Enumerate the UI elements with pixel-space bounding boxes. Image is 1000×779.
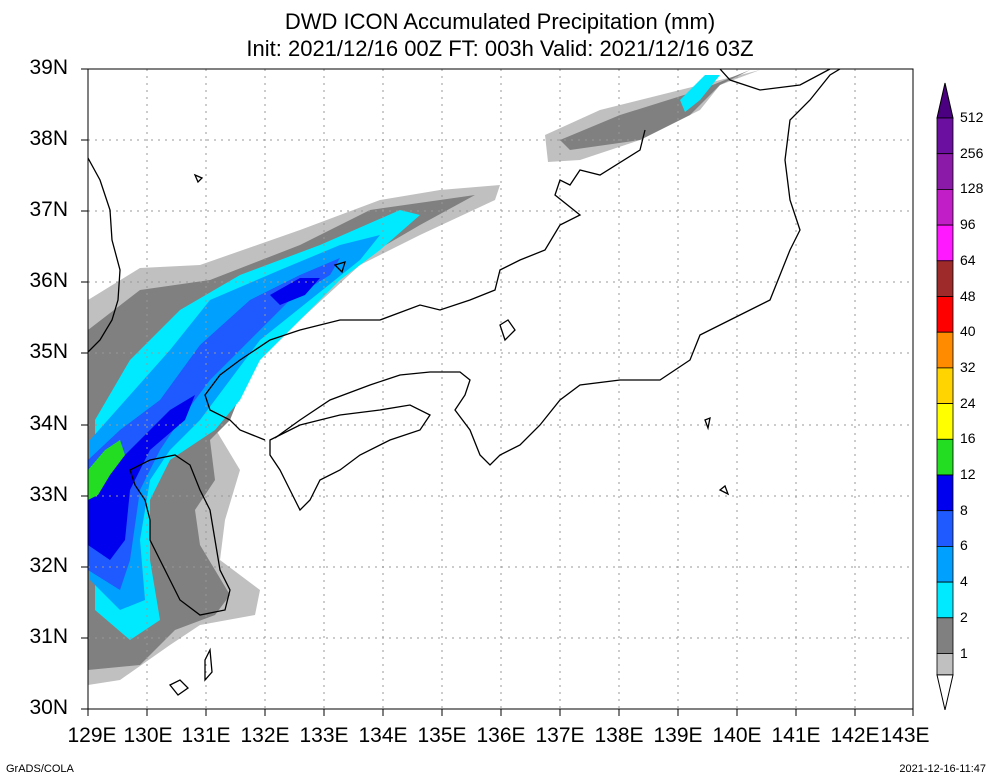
colorbar-swatch <box>936 653 954 676</box>
tick-marks <box>81 68 914 716</box>
colorbar-label: 128 <box>960 180 984 197</box>
y-tick-label: 36N <box>29 269 68 292</box>
colorbar-label: 16 <box>960 430 976 447</box>
x-tick-label: 139E <box>653 724 703 747</box>
colorbar-swatch <box>936 546 954 583</box>
precipitation-field <box>88 70 760 685</box>
x-tick-label: 143E <box>880 724 930 747</box>
honshu-coast <box>204 69 841 466</box>
y-tick-label: 31N <box>29 625 68 648</box>
y-tick-label: 35N <box>29 340 68 363</box>
y-tick-label: 38N <box>29 127 68 150</box>
x-tick-label: 129E <box>67 724 117 747</box>
precip-band-8mm <box>88 258 340 590</box>
x-tick-label: 138E <box>594 724 644 747</box>
colorbar-label: 4 <box>960 573 968 590</box>
colorbar-label: 48 <box>960 287 976 304</box>
y-tick-label: 32N <box>29 554 68 577</box>
colorbar <box>936 82 954 711</box>
x-tick-label: 142E <box>830 724 880 747</box>
colorbar-label: 8 <box>960 501 968 518</box>
colorbar-label: 64 <box>960 251 976 268</box>
x-tick-label: 134E <box>358 724 408 747</box>
colorbar-swatch <box>936 510 954 547</box>
footer-credit: GrADS/COLA <box>6 763 74 775</box>
colorbar-label: 24 <box>960 394 976 411</box>
colorbar-label: 256 <box>960 144 984 161</box>
islands <box>168 173 730 696</box>
precip-band-12mm-east <box>270 278 320 305</box>
colorbar-swatch <box>936 260 954 297</box>
colorbar-swatch <box>936 438 954 476</box>
colorbar-swatch <box>936 581 954 619</box>
x-tick-label: 136E <box>476 724 526 747</box>
x-tick-label: 133E <box>299 724 349 747</box>
colorbar-label: 512 <box>960 109 984 125</box>
colorbar-swatch <box>936 403 954 440</box>
colorbar-top-arrow <box>936 82 954 119</box>
x-tick-label: 130E <box>123 724 173 747</box>
x-tick-label: 132E <box>240 724 290 747</box>
x-tick-label: 140E <box>712 724 762 747</box>
korea-coast <box>88 157 121 353</box>
colorbar-swatch <box>936 474 954 512</box>
colorbar-swatch <box>936 224 954 262</box>
colorbar-label: 12 <box>960 466 976 482</box>
kyushu-coast <box>129 454 231 616</box>
colorbar-swatch <box>936 188 954 226</box>
x-tick-label: 141E <box>771 724 821 747</box>
colorbar-swatch <box>936 617 954 654</box>
colorbar-swatch <box>936 296 954 333</box>
y-tick-label: 34N <box>29 412 68 435</box>
colorbar-label: 96 <box>960 216 976 233</box>
colorbar-bottom-arrow <box>936 674 954 711</box>
colorbar-swatch <box>936 367 954 404</box>
colorbar-swatch <box>936 331 954 369</box>
colorbar-label: 40 <box>960 323 976 340</box>
precip-band-4mm <box>95 210 420 640</box>
precip-band-12mm <box>88 395 195 560</box>
graticule <box>88 69 913 709</box>
shikoku-coast <box>269 404 431 512</box>
y-tick-label: 30N <box>29 696 68 719</box>
precip-band-4mm-north <box>680 75 720 112</box>
colorbar-swatch <box>936 153 954 190</box>
footer-timestamp: 2021-12-16-11:47 <box>899 763 986 775</box>
colorbar-label: 1 <box>960 644 968 661</box>
map-subtitle: Init: 2021/12/16 00Z FT: 003h Valid: 202… <box>246 36 754 61</box>
precip-band-2mm-north <box>560 70 750 150</box>
x-tick-label: 137E <box>535 724 585 747</box>
y-tick-label: 33N <box>29 483 68 506</box>
precip-band-16mm <box>88 440 125 500</box>
x-tick-label: 131E <box>181 724 231 747</box>
colorbar-label: 32 <box>960 358 976 375</box>
colorbar-swatch <box>936 117 954 155</box>
colorbar-label: 6 <box>960 537 968 554</box>
coastlines <box>88 69 841 696</box>
y-tick-label: 39N <box>29 56 68 79</box>
map-title: DWD ICON Accumulated Precipitation (mm) <box>284 9 716 34</box>
y-tick-label: 37N <box>29 198 68 221</box>
x-tick-label: 135E <box>417 724 467 747</box>
colorbar-label: 2 <box>960 608 968 625</box>
